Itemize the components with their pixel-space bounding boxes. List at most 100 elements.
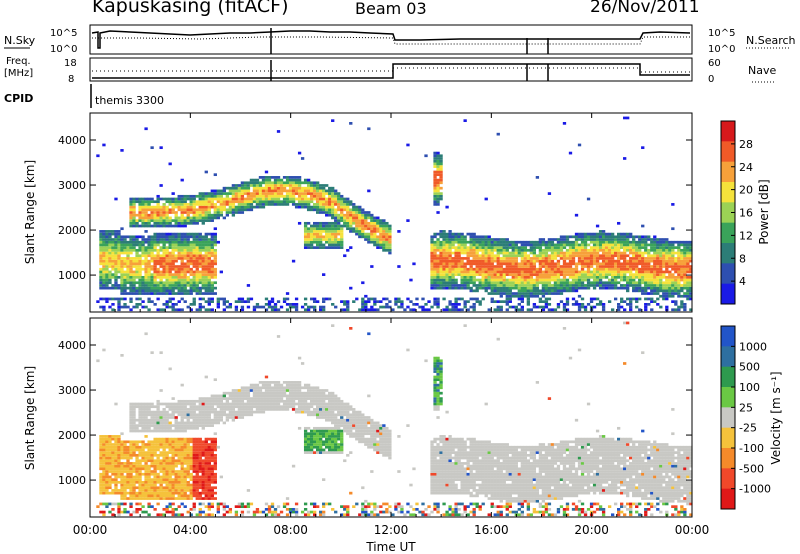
velocity-cell [174,462,178,465]
power-cell [294,192,299,195]
power-cell [213,254,217,258]
power-cell [309,232,314,236]
velocity-cell [153,489,157,492]
velocity-cell [138,507,142,511]
velocity-cell [177,426,181,430]
velocity-cell [165,451,169,454]
velocity-cell [180,437,184,441]
power-cell [150,205,154,209]
power-cell [261,192,266,195]
power-cell [677,248,681,252]
power-cell [635,284,639,287]
power-cell [496,251,500,255]
power-cell [577,251,582,255]
power-cell [517,297,521,301]
power-cell [123,289,127,293]
power-cell [174,213,178,217]
power-cell [210,240,214,244]
velocity-cell [120,486,124,490]
power-cell [653,238,657,241]
power-cell [656,284,660,287]
power-cell [574,235,579,239]
power-cell [589,248,594,252]
velocity-cell [126,491,130,495]
power-cell [334,208,338,212]
power-cell [328,224,332,228]
power-cell [156,221,160,225]
velocity-cell [138,480,142,484]
velocity-cell [162,416,166,419]
power-cell [316,181,320,185]
velocity-cell [180,426,184,430]
power-cell [174,219,178,222]
power-cell [520,259,524,263]
power-cell [653,254,657,258]
velocity-cell [117,510,121,514]
power-cell [565,300,570,303]
power-cell [297,197,302,201]
power-cell [680,262,684,266]
power-cell [505,267,509,271]
power-cell [553,251,558,255]
velocity-cell [150,443,154,446]
power-cell [150,286,154,290]
power-cell [303,181,308,185]
power-cell [282,297,287,301]
power-cell [662,281,666,285]
power-cell [583,238,588,241]
power-cell [141,254,145,258]
power-cell [186,251,190,255]
power-cell [108,235,112,239]
power-cell [574,273,579,276]
power-cell [207,208,211,212]
power-cell [595,262,600,266]
power-cell [322,238,326,241]
power-cell [174,270,178,274]
power-cell [499,300,503,303]
power-cell [529,240,534,244]
power-cell [629,251,633,255]
power-cell [562,302,567,306]
power-cell [460,281,464,285]
power-cell [195,262,199,266]
velocity-cell [141,451,145,454]
power-cell [234,192,239,195]
power-cell [135,251,139,255]
power-cell [156,284,160,287]
power-cell [165,262,169,266]
power-cell [442,238,446,241]
beam-title: Beam 03 [355,0,427,18]
power-cell [111,238,115,241]
power-cell [364,305,368,309]
power-cell [439,254,443,258]
power-cell [331,216,335,220]
power-cell [445,235,449,239]
velocity-cell [102,348,106,352]
power-cell [532,289,537,293]
velocity-cell [165,426,169,430]
power-cell [659,275,663,279]
power-cell [613,262,618,266]
power-cell [451,275,455,279]
power-cell [162,248,166,252]
velocity-cell [153,426,157,430]
power-cell [382,235,386,239]
power-cell [668,270,672,274]
power-cell [159,289,163,293]
velocity-cell [156,475,160,479]
power-cell [463,235,467,239]
power-cell [451,308,455,312]
power-cell [186,254,190,258]
power-cell [511,251,515,255]
power-cell [469,278,473,282]
power-cell [541,273,546,276]
power-cell [213,243,217,247]
power-cell [650,267,654,271]
power-cell [150,273,154,276]
velocity-cell [147,451,151,454]
power-cell [331,194,335,198]
power-cell [129,213,133,217]
velocity-cell [111,472,115,476]
power-cell [547,259,552,263]
power-cell [517,286,521,290]
